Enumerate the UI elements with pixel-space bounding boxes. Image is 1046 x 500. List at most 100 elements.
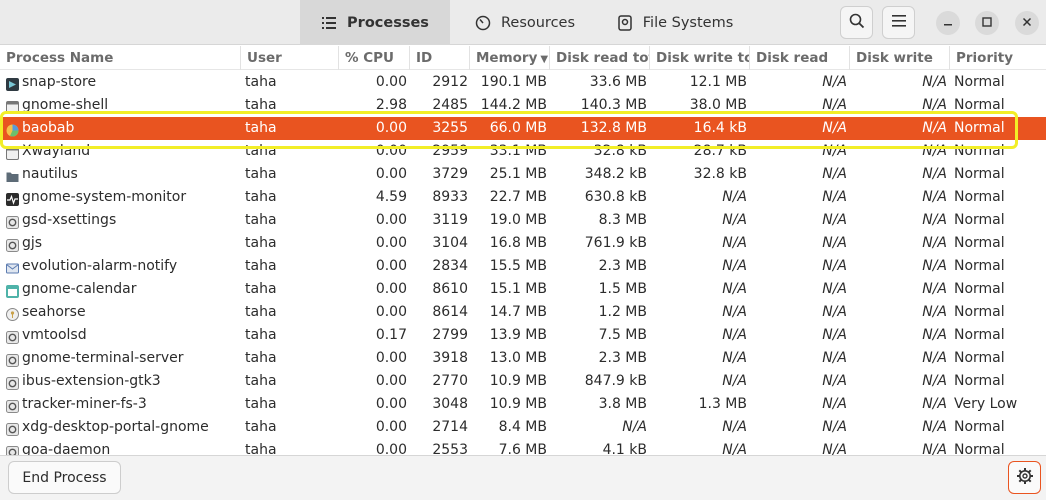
- tab-label: Resources: [500, 14, 576, 31]
- process-name-cell: gjs: [6, 232, 242, 255]
- search-button[interactable]: [840, 6, 873, 39]
- user-cell: taha: [245, 212, 277, 228]
- table-row[interactable]: snap-store taha 0.00 2912 190.1 MB 33.6 MB 12.…: [0, 71, 1046, 94]
- pid-cell: 3119: [432, 212, 468, 228]
- process-name-cell: tracker-miner-fs-3: [6, 393, 242, 416]
- disk-write-cell: N/A: [922, 189, 947, 205]
- user-cell: taha: [245, 235, 277, 251]
- pid-cell: 2959: [432, 143, 468, 159]
- priority-cell: Normal: [954, 373, 1005, 389]
- disk-read-cell: N/A: [822, 97, 847, 113]
- disk-write-cell: N/A: [922, 166, 947, 182]
- minimize-button[interactable]: [936, 11, 960, 35]
- priority-cell: Normal: [954, 442, 1005, 455]
- close-button[interactable]: [1015, 11, 1039, 35]
- tab-resources[interactable]: Resources: [450, 0, 600, 45]
- process-name: baobab: [22, 120, 75, 136]
- table-row[interactable]: gsd-xsettings taha 0.00 3119 19.0 MB 8.3 MB N/…: [0, 209, 1046, 232]
- column-header-disk-write[interactable]: Disk write: [850, 46, 950, 70]
- table-row[interactable]: gjs taha 0.00 3104 16.8 MB 761.9 kB N/A N/A N/A N…: [0, 232, 1046, 255]
- process-name: gnome-system-monitor: [22, 189, 187, 205]
- column-header-process-name[interactable]: Process Name: [0, 46, 241, 70]
- memory-cell: 15.5 MB: [489, 258, 547, 274]
- disk-read-cell: N/A: [822, 281, 847, 297]
- disk-read-total-cell: 847.9 kB: [584, 373, 647, 389]
- memory-cell: 7.6 MB: [498, 442, 547, 455]
- minimize-icon: [943, 15, 953, 31]
- memory-cell: 25.1 MB: [489, 166, 547, 182]
- column-header-priority[interactable]: Priority: [950, 46, 1046, 70]
- process-name-cell: snap-store: [6, 71, 242, 94]
- table-row[interactable]: tracker-miner-fs-3 taha 0.00 3048 10.9 MB 3.8…: [0, 393, 1046, 416]
- end-process-button[interactable]: End Process: [8, 461, 121, 494]
- column-header-disk-read[interactable]: Disk read: [750, 46, 850, 70]
- maximize-button[interactable]: [975, 11, 999, 35]
- table-row[interactable]: xdg-desktop-portal-gnome taha 0.00 2714 8.4 …: [0, 416, 1046, 439]
- memory-cell: 33.1 MB: [489, 143, 547, 159]
- column-header-row: Process Name User % CPU ID Memory ▼ Disk …: [0, 46, 1046, 70]
- table-row[interactable]: vmtoolsd taha 0.17 2799 13.9 MB 7.5 MB N/A N/A N…: [0, 324, 1046, 347]
- table-row[interactable]: gnome-shell taha 2.98 2485 144.2 MB 140.3 MB 3…: [0, 94, 1046, 117]
- column-header-disk-read-total[interactable]: Disk read tota: [550, 46, 650, 70]
- settings-button[interactable]: [1008, 461, 1041, 494]
- disk-read-cell: N/A: [822, 396, 847, 412]
- table-row[interactable]: nautilus taha 0.00 3729 25.1 MB 348.2 kB 32.8 …: [0, 163, 1046, 186]
- table-row[interactable]: seahorse taha 0.00 8614 14.7 MB 1.2 MB N/A N/A N…: [0, 301, 1046, 324]
- user-cell: taha: [245, 304, 277, 320]
- user-cell: taha: [245, 189, 277, 205]
- user-cell: taha: [245, 281, 277, 297]
- column-header-memory[interactable]: Memory ▼: [470, 46, 550, 70]
- cpu-cell: 0.00: [375, 143, 407, 159]
- process-name-cell: seahorse: [6, 301, 242, 324]
- process-list[interactable]: snap-store taha 0.00 2912 190.1 MB 33.6 MB 12.…: [0, 71, 1046, 455]
- disk-read-total-cell: 1.5 MB: [598, 281, 647, 297]
- column-header-cpu[interactable]: % CPU: [339, 46, 410, 70]
- table-row[interactable]: goa-daemon taha 0.00 2553 7.6 MB 4.1 kB N/A N/A…: [0, 439, 1046, 455]
- disk-read-total-cell: 630.8 kB: [584, 189, 647, 205]
- memory-cell: 66.0 MB: [489, 120, 547, 136]
- process-name: gsd-xsettings: [22, 212, 117, 228]
- process-name: gnome-shell: [22, 97, 109, 113]
- disk-write-total-cell: 32.8 kB: [693, 166, 747, 182]
- disk-write-cell: N/A: [922, 97, 947, 113]
- disk-read-cell: N/A: [822, 143, 847, 159]
- process-name: Xwayland: [22, 143, 91, 159]
- memory-cell: 10.9 MB: [489, 396, 547, 412]
- table-row[interactable]: Xwayland taha 0.00 2959 33.1 MB 32.8 kB 28.7 k…: [0, 140, 1046, 163]
- pid-cell: 3255: [432, 120, 468, 136]
- disk-read-total-cell: 2.3 MB: [598, 350, 647, 366]
- user-cell: taha: [245, 120, 277, 136]
- table-row[interactable]: gnome-system-monitor taha 4.59 8933 22.7 MB 6…: [0, 186, 1046, 209]
- priority-cell: Normal: [954, 281, 1005, 297]
- disk-write-total-cell: 16.4 kB: [693, 120, 747, 136]
- table-row[interactable]: ibus-extension-gtk3 taha 0.00 2770 10.9 MB 84…: [0, 370, 1046, 393]
- column-header-disk-write-total[interactable]: Disk write tot: [650, 46, 750, 70]
- tab-file-systems[interactable]: File Systems: [600, 0, 750, 45]
- priority-cell: Normal: [954, 189, 1005, 205]
- search-icon: [849, 13, 865, 33]
- memory-cell: 144.2 MB: [480, 97, 547, 113]
- table-row[interactable]: evolution-alarm-notify taha 0.00 2834 15.5 M…: [0, 255, 1046, 278]
- memory-cell: 16.8 MB: [489, 235, 547, 251]
- table-row[interactable]: baobab taha 0.00 3255 66.0 MB 132.8 MB 16.4 kB…: [0, 117, 1046, 140]
- process-name-cell: gnome-calendar: [6, 278, 242, 301]
- table-row[interactable]: gnome-terminal-server taha 0.00 3918 13.0 MB…: [0, 347, 1046, 370]
- disk-write-cell: N/A: [922, 304, 947, 320]
- tab-processes[interactable]: Processes: [300, 0, 450, 45]
- menu-button[interactable]: [882, 6, 915, 39]
- column-header-user[interactable]: User: [241, 46, 339, 70]
- priority-cell: Normal: [954, 419, 1005, 435]
- process-name-cell: gnome-system-monitor: [6, 186, 242, 209]
- column-header-label: Disk write: [856, 50, 933, 66]
- calendar-icon: [6, 283, 19, 298]
- cpu-cell: 0.00: [375, 74, 407, 90]
- window-icon: [6, 99, 19, 114]
- cpu-cell: 0.00: [375, 235, 407, 251]
- cpu-cell: 0.00: [375, 396, 407, 412]
- disk-write-total-cell: N/A: [722, 419, 747, 435]
- gear-icon: [6, 421, 19, 436]
- column-header-id[interactable]: ID: [410, 46, 470, 70]
- table-row[interactable]: gnome-calendar taha 0.00 8610 15.1 MB 1.5 MB N…: [0, 278, 1046, 301]
- priority-cell: Normal: [954, 120, 1005, 136]
- cpu-cell: 2.98: [375, 97, 407, 113]
